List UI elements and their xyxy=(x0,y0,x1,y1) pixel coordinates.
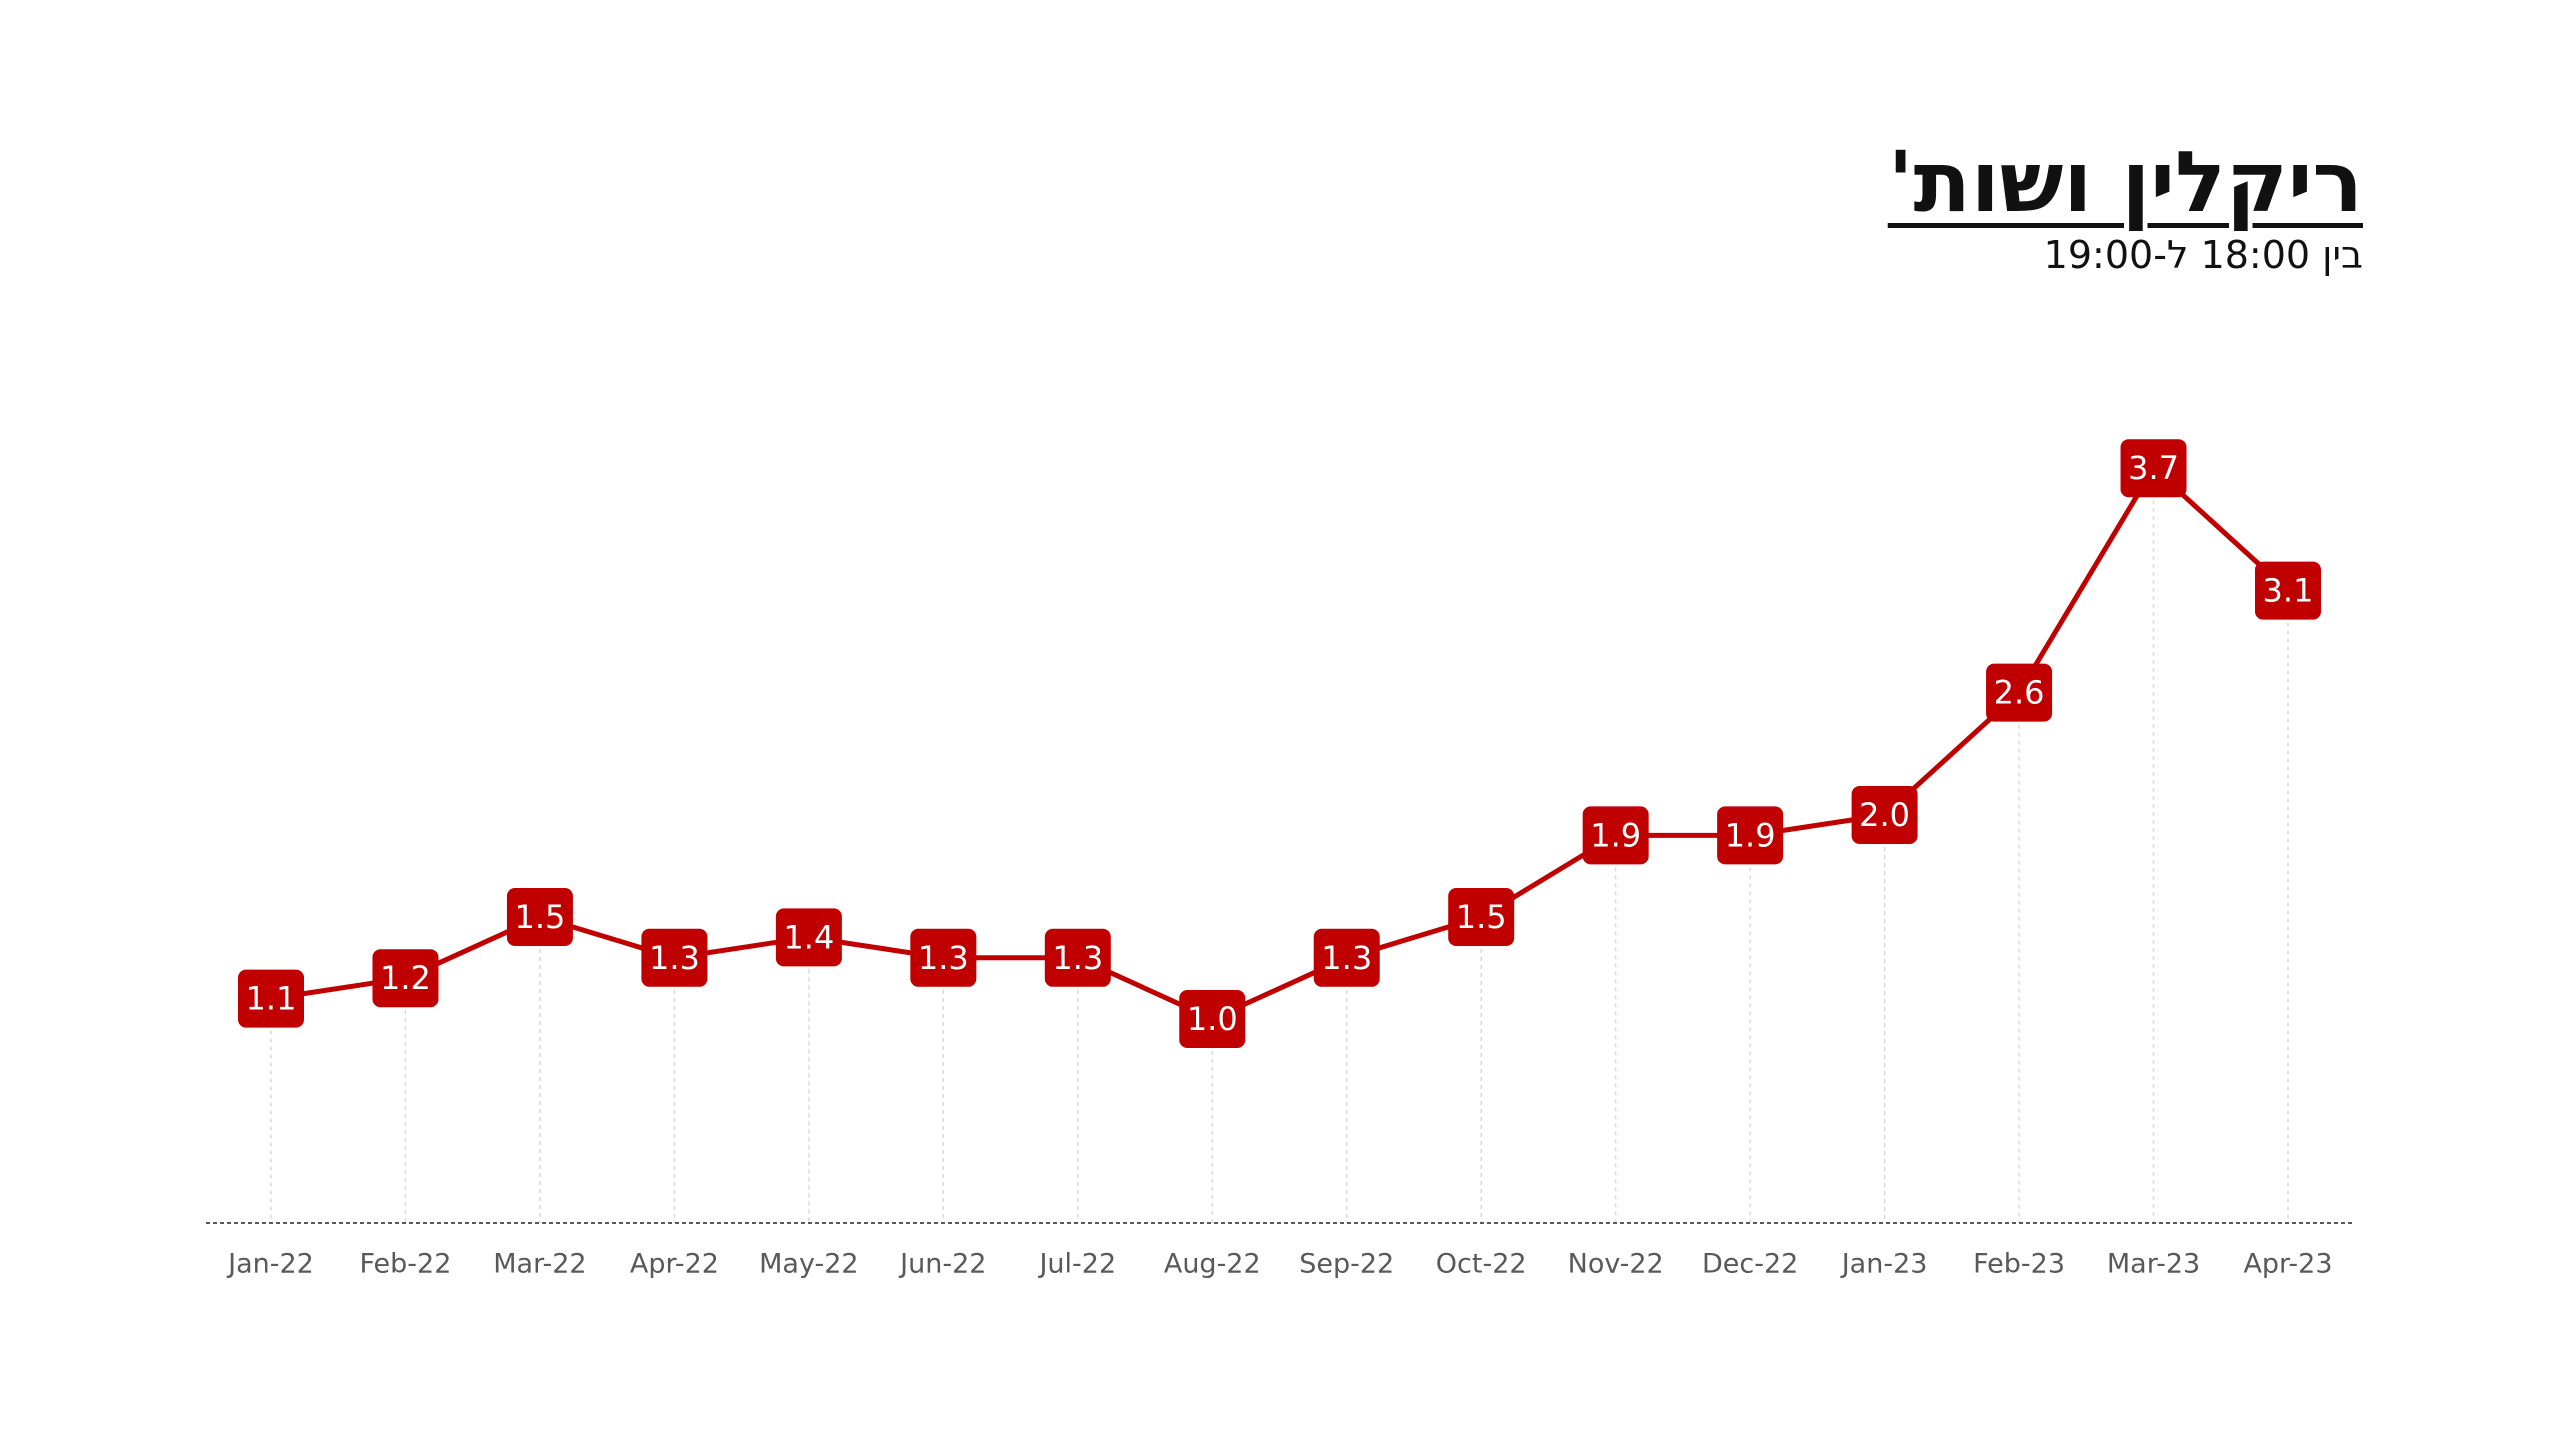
value-label-box xyxy=(641,928,708,987)
value-label-box xyxy=(910,928,977,987)
value-label: 3.7 xyxy=(2128,449,2179,487)
value-label: 1.3 xyxy=(1321,939,1372,977)
value-label: 1.5 xyxy=(1456,898,1507,936)
x-tick-label: Dec-22 xyxy=(1702,1249,1798,1280)
value-label: 1.3 xyxy=(649,939,700,977)
value-label: 1.2 xyxy=(380,959,431,997)
x-tick-label: Apr-22 xyxy=(630,1249,719,1280)
x-tick-label: Apr-23 xyxy=(2243,1249,2332,1280)
x-tick-label: Feb-22 xyxy=(360,1249,452,1280)
value-label: 1.9 xyxy=(1590,816,1641,854)
x-tick-label: Nov-22 xyxy=(1568,1249,1664,1280)
value-label-box xyxy=(372,949,439,1008)
x-tick-label: Jul-22 xyxy=(1037,1249,1116,1280)
value-label-box xyxy=(2255,561,2321,620)
chart-subtitle: בין 18:00 ל-19:00 xyxy=(2043,233,2363,277)
value-label-box xyxy=(1851,786,1918,844)
x-tick-label: Mar-22 xyxy=(493,1249,586,1280)
value-label: 1.4 xyxy=(783,918,834,956)
value-label: 3.1 xyxy=(2263,572,2314,610)
value-label: 1.3 xyxy=(1052,939,1103,977)
x-tick-label: Jun-22 xyxy=(898,1249,986,1280)
value-label-box xyxy=(1582,806,1649,865)
x-tick-label: Mar-23 xyxy=(2107,1249,2200,1280)
value-label-box xyxy=(1179,990,1246,1048)
value-label-box xyxy=(1044,928,1111,987)
value-label-box xyxy=(2120,439,2187,498)
x-tick-label: Aug-22 xyxy=(1164,1249,1261,1280)
value-label-box xyxy=(1448,888,1515,946)
value-label-box xyxy=(1717,806,1784,865)
x-tick-label: Jan-22 xyxy=(226,1249,314,1280)
x-tick-label: Jan-23 xyxy=(1840,1249,1928,1280)
value-label: 1.5 xyxy=(514,898,565,936)
value-label: 2.0 xyxy=(1859,796,1910,834)
value-label: 1.1 xyxy=(246,980,297,1018)
value-label: 2.6 xyxy=(1994,674,2045,712)
value-label-box xyxy=(1986,663,2053,722)
value-label: 1.0 xyxy=(1187,1000,1238,1038)
x-tick-label: May-22 xyxy=(759,1249,858,1280)
value-label-box xyxy=(775,908,842,967)
x-tick-label: Feb-23 xyxy=(1973,1249,2065,1280)
x-tick-label: Oct-22 xyxy=(1436,1249,1527,1280)
value-label: 1.3 xyxy=(918,939,969,977)
value-label-box xyxy=(506,888,573,946)
value-label: 1.9 xyxy=(1725,816,1776,854)
data-line xyxy=(270,465,2290,1022)
value-label-box xyxy=(238,969,304,1028)
value-label-box xyxy=(1313,928,1380,987)
x-tick-label: Sep-22 xyxy=(1299,1249,1394,1280)
chart-title: ריקלין ושות' xyxy=(1887,133,2363,231)
